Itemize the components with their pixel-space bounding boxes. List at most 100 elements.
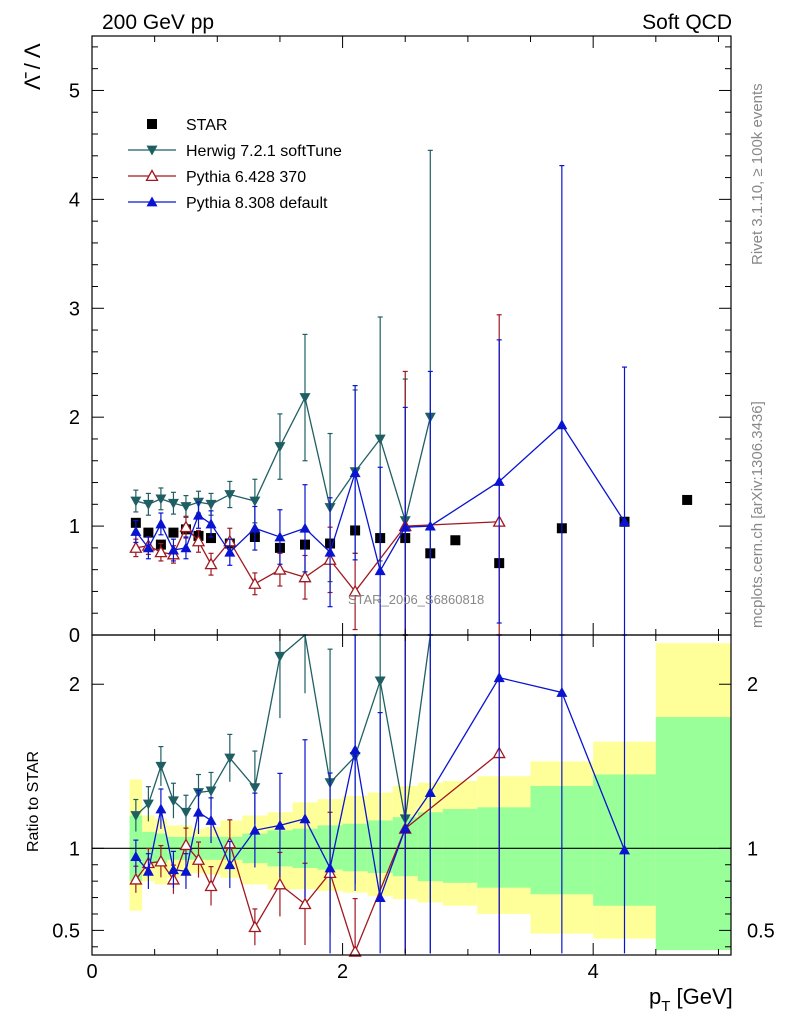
star-point <box>450 535 461 546</box>
pythia8-point <box>193 509 204 520</box>
pythia8-ratio-point <box>399 823 411 834</box>
mcplots-label: mcplots.cern.ch [arXiv:1306.3436] <box>749 401 766 628</box>
pythia8-point <box>556 419 568 430</box>
pythia6-point <box>273 562 287 575</box>
pythia8-point <box>299 522 311 533</box>
herwig-ratio-point <box>155 761 167 772</box>
pythia8-point <box>349 467 361 478</box>
pythia8-ratio-point <box>205 814 217 825</box>
herwig-point <box>205 499 217 510</box>
herwig-point <box>142 499 154 510</box>
pythia6-ratio-point <box>348 944 362 957</box>
pythia8-point <box>424 520 436 531</box>
pythia8-ratio-point <box>274 819 286 830</box>
x-axis-label: pT [GeV] <box>649 984 733 1015</box>
pythia8-point <box>493 475 505 486</box>
band-green <box>655 717 731 951</box>
pythia6-ratio-point <box>129 872 143 885</box>
herwig-ratio-point <box>142 799 154 810</box>
pythia8-ratio-point <box>224 859 236 870</box>
plot-frames <box>91 35 732 956</box>
pythia6-point <box>154 545 168 558</box>
pythia8-point <box>249 522 261 533</box>
ratio-y-tick-label-right: 2 <box>747 674 758 696</box>
y-tick-label: 0 <box>69 625 80 647</box>
ratio-y-tick-label: 0.5 <box>52 920 80 942</box>
pythia6-ratio-point <box>191 852 206 865</box>
legend-label-pythia6: Pythia 6.428 370 <box>186 169 306 186</box>
herwig-ratio-point <box>167 796 179 807</box>
herwig-ratio-point <box>180 807 192 818</box>
legend-marker-herwig <box>146 145 158 156</box>
pythia8-ratio-point <box>424 787 436 797</box>
pythia6-ratio-point <box>298 897 312 910</box>
pythia8-ratio-point <box>249 824 261 835</box>
herwig-point <box>167 498 179 509</box>
x-tick-label: 0 <box>86 961 97 983</box>
herwig-ratio-point <box>205 786 217 797</box>
pythia8-point <box>399 521 411 532</box>
pythia8-point <box>374 565 386 576</box>
pythia8-point <box>142 542 154 553</box>
pythia6-point <box>179 520 193 533</box>
herwig-point <box>274 442 286 453</box>
rivet-label: Rivet 3.1.10, ≥ 100k events <box>749 83 766 265</box>
ratio-y-tick-label-right: 0.5 <box>747 920 775 942</box>
pythia8-point <box>619 516 630 527</box>
y-tick-label: 4 <box>69 189 80 211</box>
pythia8-ratio-point <box>619 844 630 855</box>
series-star <box>130 494 693 569</box>
ratio-y-tick-label: 1 <box>69 838 80 860</box>
pythia8-point <box>155 518 167 529</box>
herwig-point <box>155 494 167 505</box>
herwig-point <box>130 496 142 507</box>
star-point <box>168 527 179 538</box>
axis-ticks: 0 2 4 0 1 2 3 4 5 0.5 0.5 1 1 2 2 <box>52 36 775 983</box>
ratio-y-tick-label: 2 <box>69 674 80 696</box>
y-tick-label: 5 <box>69 80 80 102</box>
herwig-point <box>249 496 261 507</box>
band-green <box>442 808 478 883</box>
herwig-ratio-point <box>130 811 142 822</box>
pythia8-point <box>167 544 179 555</box>
legend-marker-star <box>147 119 157 129</box>
pythia8-ratio-point <box>493 672 505 683</box>
herwig-main-line <box>135 395 431 524</box>
pythia8-point <box>180 542 192 553</box>
pythia6-ratio-point <box>204 879 218 892</box>
legend-label-herwig: Herwig 7.2.1 softTune <box>186 143 342 160</box>
analysis-tag: STAR_2006_S6860818 <box>348 592 484 607</box>
pythia8-ratio-point <box>142 865 154 876</box>
pythia8-ratio-point <box>374 892 386 902</box>
main-y-axis-label: Λ̄ / Λ <box>20 43 45 90</box>
star-point <box>682 494 693 505</box>
pythia8-point <box>324 546 336 557</box>
header-left: 200 GeV pp <box>102 11 214 34</box>
pythia8-ratio-point <box>193 806 204 817</box>
x-tick-label: 4 <box>588 961 599 983</box>
y-tick-label: 1 <box>69 516 80 538</box>
pythia8-ratio-point <box>556 686 568 697</box>
pythia6-ratio-point <box>154 854 168 867</box>
ratio-y-tick-label-right: 1 <box>747 838 758 860</box>
band-green <box>477 807 531 888</box>
herwig-ratio-point <box>249 783 261 794</box>
pythia6-ratio-point <box>179 838 193 851</box>
legend-label-star: STAR <box>186 117 227 134</box>
pythia8-point <box>274 531 286 542</box>
herwig-ratio-point <box>274 651 286 662</box>
pythia6-point <box>129 541 143 553</box>
x-tick-label: 2 <box>337 961 348 983</box>
star-point <box>143 527 154 538</box>
y-tick-label: 3 <box>69 298 80 320</box>
pythia6-point <box>204 557 218 570</box>
legend-marker-pythia6 <box>145 169 159 182</box>
header-right: Soft QCD <box>642 11 732 34</box>
pythia8-ratio-point <box>299 813 311 824</box>
pythia8-point <box>205 518 217 529</box>
star-point <box>206 533 217 544</box>
pythia8-ratio-point <box>349 744 361 755</box>
pythia8-point <box>130 526 142 536</box>
pythia6-point <box>348 584 362 597</box>
